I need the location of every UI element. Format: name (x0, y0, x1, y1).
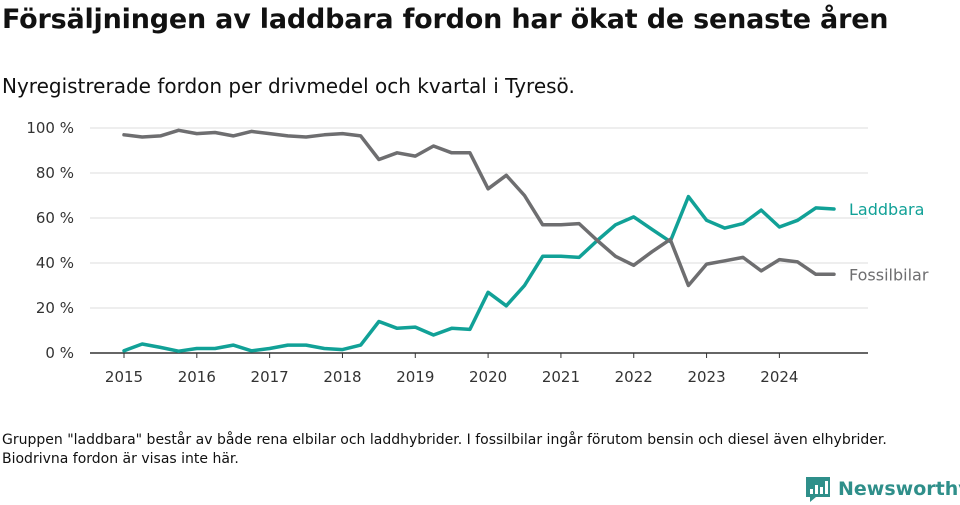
series-line-fossilbilar (122, 128, 836, 288)
series-labels: Laddbara Fossilbilar (849, 200, 929, 284)
x-tick-label: 2017 (251, 368, 289, 386)
x-tick-label: 2023 (687, 368, 725, 386)
line-chart: 0 %20 %40 %60 %80 %100 % 2015 2016 2017 201… (26, 119, 929, 386)
y-tick-label: 0 % (45, 344, 74, 362)
series-label-fossilbilar: Fossilbilar (849, 265, 929, 284)
x-tick-label: 2016 (178, 368, 216, 386)
chart-title: Försäljningen av laddbara fordon har öka… (2, 4, 889, 35)
newsworthy-logo[interactable]: Newsworthy (804, 474, 960, 504)
newsworthy-chart-icon (806, 477, 830, 502)
y-axis-ticks: 0 % 20 % 40 % 60 % 80 % 100 % (26, 119, 74, 362)
gridlines (90, 127, 868, 354)
x-tick-label: 2018 (323, 368, 361, 386)
x-tick-label: 2019 (396, 368, 434, 386)
y-tick-label: 80 % (36, 164, 74, 182)
x-axis-ticks: 2015 2016 2017 2018 2019 2020 2021 2022 2023 2024 (105, 353, 798, 386)
brand-name: Newsworthy (838, 478, 960, 500)
series-lines (122, 128, 836, 353)
series-label-laddbara: Laddbara (849, 200, 924, 219)
x-tick-label: 2020 (469, 368, 507, 386)
x-tick-label: 2021 (542, 368, 580, 386)
footnote: Gruppen "laddbara" består av både rena e… (2, 432, 887, 467)
series-line-laddbara (122, 194, 836, 353)
chart-subtitle: Nyregistrerade fordon per drivmedel och … (2, 74, 575, 98)
y-tick-label: 100 % (26, 119, 74, 137)
y-tick-label: 60 % (36, 209, 74, 227)
y-tick-label: 20 % (36, 299, 74, 317)
x-tick-label: 2022 (615, 368, 653, 386)
x-tick-label: 2024 (760, 368, 798, 386)
y-tick-label: 40 % (36, 254, 74, 272)
x-tick-label: 2015 (105, 368, 143, 386)
